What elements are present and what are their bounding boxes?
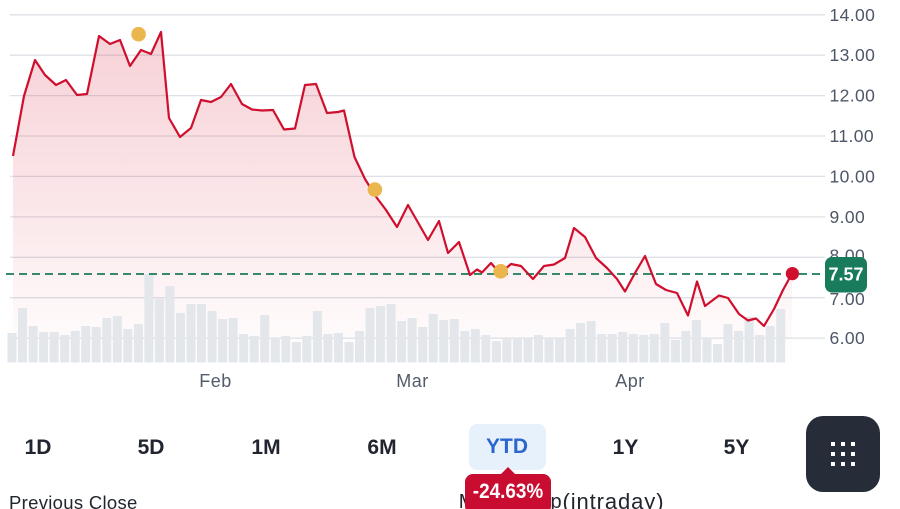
svg-text:13.00: 13.00 <box>830 45 876 65</box>
svg-text:Apr: Apr <box>615 371 645 391</box>
svg-text:Feb: Feb <box>199 371 232 391</box>
svg-text:10.00: 10.00 <box>830 166 876 186</box>
svg-text:Mar: Mar <box>396 371 429 391</box>
svg-text:11.00: 11.00 <box>830 126 875 146</box>
svg-text:7.00: 7.00 <box>830 289 866 309</box>
svg-text:12.00: 12.00 <box>830 86 876 106</box>
svg-text:9.00: 9.00 <box>830 207 866 227</box>
svg-text:6.00: 6.00 <box>830 328 866 348</box>
svg-text:7.57: 7.57 <box>828 265 863 285</box>
svg-text:14.00: 14.00 <box>830 5 876 25</box>
